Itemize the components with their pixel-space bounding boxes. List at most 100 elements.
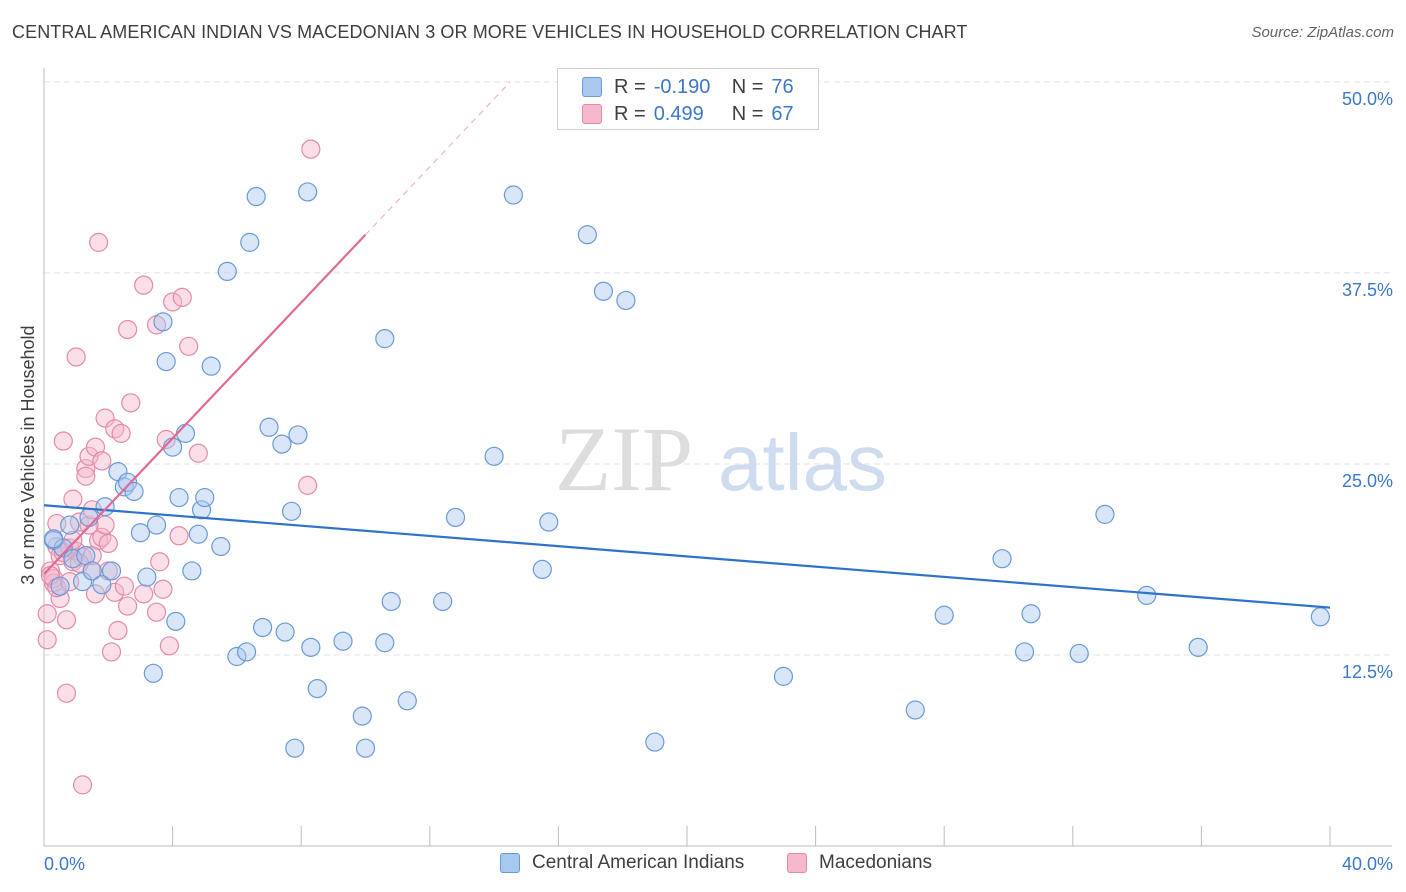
blue-swatch-icon (500, 853, 520, 873)
correlation-legend: R = -0.190 N = 76 R = 0.499 N = 67 (557, 68, 819, 130)
data-point (143, 663, 163, 683)
data-point (179, 336, 199, 356)
legend-row-blue: R = -0.190 N = 76 (582, 74, 794, 100)
data-point (246, 186, 266, 207)
data-point (992, 549, 1012, 569)
zipatlas-watermark: ZIP atlas (555, 408, 887, 510)
data-point (445, 507, 466, 528)
central-american-indian-trend-line (43, 504, 1331, 609)
data-point (253, 617, 273, 638)
data-point (146, 602, 167, 622)
data-point (259, 417, 279, 437)
y-tick-label: 25.0% (1342, 471, 1393, 491)
data-point (201, 356, 221, 376)
data-point (163, 292, 183, 312)
central-american-indian-points (44, 182, 1330, 758)
data-point (166, 611, 186, 631)
y-axis-label: 3 or more Vehicles in Household (18, 325, 38, 584)
data-point (298, 475, 318, 495)
y-tick-label: 37.5% (1342, 280, 1393, 300)
data-point (773, 666, 794, 686)
grid-lines (44, 81, 1392, 656)
legend-item-macedonians: Macedonians (787, 852, 932, 874)
macedonian-trend-extension (365, 81, 511, 236)
data-point (397, 691, 417, 711)
data-point (1188, 637, 1208, 657)
data-point (76, 458, 96, 479)
data-point (153, 579, 173, 599)
data-point (1069, 643, 1089, 664)
data-point (117, 319, 138, 340)
watermark-zip: ZIP (555, 408, 693, 510)
data-point (108, 620, 128, 641)
legend-r-label: R = (614, 102, 646, 125)
data-point (169, 487, 189, 508)
data-point (156, 429, 176, 450)
data-point (195, 487, 215, 508)
data-point (56, 683, 77, 703)
data-point (37, 630, 57, 650)
data-point (134, 275, 154, 295)
axes (43, 68, 1392, 847)
data-point (645, 732, 665, 752)
data-point (50, 576, 70, 596)
chart-title: CENTRAL AMERICAN INDIAN VS MACEDONIAN 3 … (12, 22, 968, 42)
data-point (433, 591, 453, 612)
data-point (53, 431, 73, 451)
data-point (79, 507, 99, 528)
data-point (98, 533, 118, 554)
source-label: Source: ZipAtlas.com (1251, 24, 1394, 41)
legend-n-value: 67 (771, 102, 794, 125)
data-point (101, 561, 122, 581)
data-point (156, 351, 176, 372)
data-point (1014, 642, 1035, 662)
data-point (281, 501, 302, 521)
legend-r-value: -0.190 (653, 75, 711, 98)
data-point (95, 515, 115, 535)
data-point (175, 423, 196, 443)
data-point (539, 512, 559, 532)
legend-row-pink: R = 0.499 N = 67 (582, 101, 794, 127)
data-point (1021, 604, 1041, 624)
data-point (137, 567, 157, 587)
pink-swatch-icon (582, 104, 602, 124)
data-point (72, 572, 93, 592)
data-point (275, 622, 295, 642)
data-point (163, 437, 183, 457)
data-point (153, 312, 173, 332)
data-point (211, 536, 231, 557)
data-point (298, 182, 318, 202)
data-point (89, 232, 109, 252)
watermark-atlas: atlas (718, 418, 887, 507)
legend-label: Central American Indians (532, 852, 745, 873)
data-point (172, 287, 192, 307)
data-point (72, 775, 93, 795)
data-point (124, 481, 144, 502)
data-point (375, 329, 395, 349)
data-point (307, 678, 327, 699)
data-point (503, 185, 523, 205)
data-point (375, 633, 395, 653)
pink-swatch-icon (787, 853, 807, 873)
data-point (44, 529, 64, 549)
data-point (285, 738, 305, 758)
series-legend: Central American Indians Macedonians (0, 852, 1406, 878)
data-point (217, 261, 237, 282)
data-point (101, 642, 122, 662)
x-tick-label: 40.0% (1342, 854, 1393, 874)
data-point (92, 451, 112, 471)
legend-r-label: R = (614, 75, 646, 98)
data-point (130, 523, 151, 543)
data-point (134, 584, 154, 604)
data-point (95, 497, 115, 517)
data-point (117, 596, 138, 616)
data-point (240, 232, 260, 252)
data-point (577, 225, 597, 245)
y-tick-labels: 12.5% 25.0% 37.5% 50.0% (1342, 89, 1393, 682)
y-tick-label: 50.0% (1342, 89, 1393, 109)
legend-n-value: 76 (771, 75, 794, 98)
data-point (616, 290, 636, 311)
data-point (352, 706, 372, 726)
data-point (1310, 607, 1330, 627)
